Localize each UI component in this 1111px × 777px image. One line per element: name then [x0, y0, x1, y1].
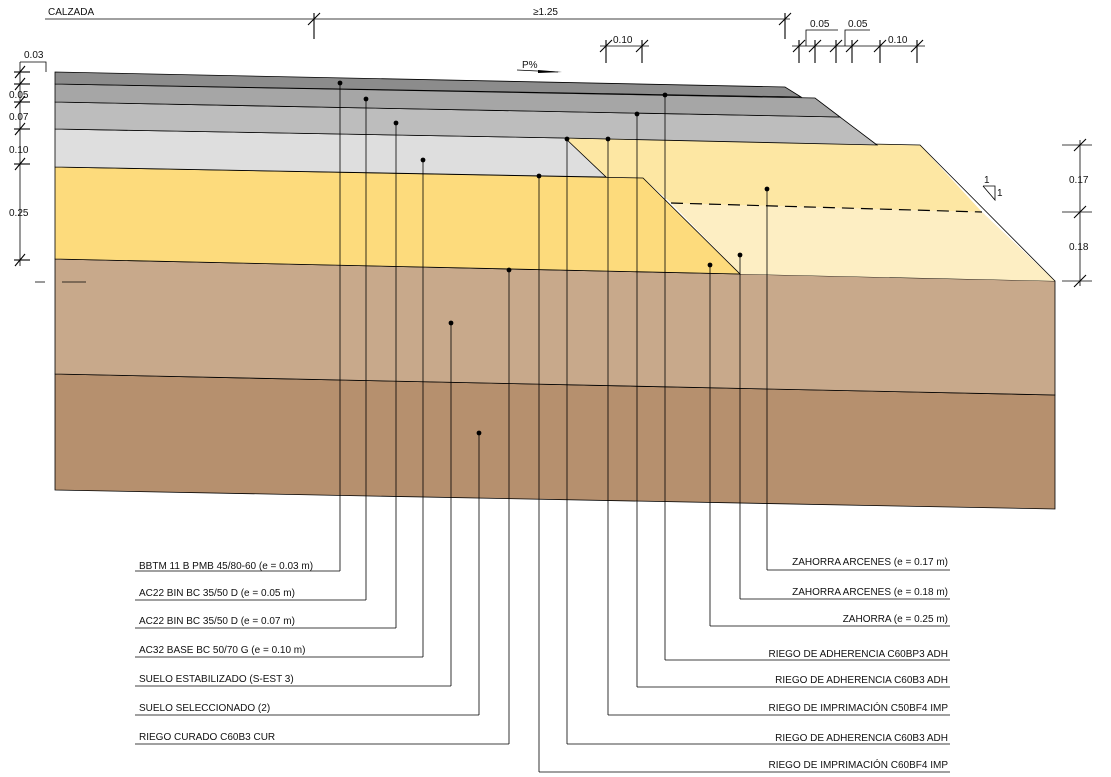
- label-suelo-seleccionado: SUELO SELECCIONADO (2): [139, 703, 270, 714]
- dim-left-1: 0.05: [9, 90, 29, 101]
- leader-zahorra-025: [707, 262, 950, 627]
- layer-zahorra-arcenes-upper: [565, 138, 982, 212]
- left-dimensions: 0.03 0.05 0.07 0.10 0.25: [9, 50, 86, 283]
- arcenes-dashed-divider: [670, 202, 983, 213]
- dim-right-1: 0.18: [1069, 242, 1089, 253]
- label-ac22-bin-005: AC22 BIN BC 35/50 D (e = 0.05 m): [139, 588, 295, 599]
- layer-suelo-seleccionado: [54, 373, 1056, 510]
- leader-suelo-estabilizado-dot: [448, 320, 454, 326]
- layer-ac22-bin-upper: [54, 83, 842, 118]
- side-slope-ratio: 1 1: [982, 175, 1003, 202]
- label-zahorra-arcenes-018: ZAHORRA ARCENES (e = 0.18 m): [792, 587, 948, 598]
- leader-riego-imprimacion-c60bf4-dot: [536, 173, 542, 179]
- leader-suelo-seleccionado-dot: [476, 430, 482, 436]
- width-min-label: ≥1.25: [533, 7, 558, 18]
- leader-riego-imprimacion-c50bf4-dot: [605, 136, 611, 142]
- label-riego-adherencia-c60b3-2: RIEGO DE ADHERENCIA C60B3 ADH: [775, 733, 948, 744]
- side-ratio-top: 1: [984, 175, 990, 186]
- side-ratio-side: 1: [997, 188, 1003, 199]
- leader-ac32-base-dot: [420, 157, 426, 163]
- label-zahorra-025: ZAHORRA (e = 0.25 m): [843, 614, 948, 625]
- dim-right-0: 0.17: [1069, 175, 1089, 186]
- leader-ac22-bin-007-dot: [393, 120, 399, 126]
- calzada-label: CALZADA: [48, 7, 94, 18]
- leader-bbtm-11-dot: [337, 80, 343, 86]
- leader-riego-imprimacion-c60bf4: [536, 173, 950, 773]
- leader-riego-adherencia-c60b3-1: [634, 111, 950, 688]
- leader-lines: [135, 80, 950, 773]
- leader-riego-adherencia-c60b3-2-dot: [564, 136, 570, 142]
- label-suelo-estabilizado: SUELO ESTABILIZADO (S-EST 3): [139, 674, 294, 685]
- label-bbtm-11: BBTM 11 B PMB 45/80-60 (e = 0.03 m): [139, 561, 313, 572]
- dim-left-2: 0.07: [9, 112, 29, 123]
- pavement-layers: [54, 71, 1056, 510]
- leader-riego-adherencia-c60bp3-dot: [662, 92, 668, 98]
- label-riego-adherencia-c60b3-1: RIEGO DE ADHERENCIA C60B3 ADH: [775, 675, 948, 686]
- dim-top-0: 0.10: [613, 35, 633, 46]
- leader-riego-adherencia-c60b3-1-dot: [634, 111, 640, 117]
- label-riego-imprimacion-c50bf4: RIEGO DE IMPRIMACIÓN C50BF4 IMP: [769, 701, 949, 714]
- leader-zahorra-arcenes-017-dot: [764, 186, 770, 192]
- leader-suelo-estabilizado: [135, 320, 454, 687]
- top-dimensions: CALZADA ≥1.25 0.10 0.05 0.05 0.10: [45, 7, 925, 63]
- leader-suelo-seleccionado: [135, 430, 482, 716]
- dim-top-2: 0.05: [848, 19, 868, 30]
- right-dimensions: 0.17 0.18: [1062, 138, 1092, 288]
- slope-label: P%: [522, 60, 538, 71]
- dim-top-1: 0.05: [810, 19, 830, 30]
- label-riego-imprimacion-c60bf4: RIEGO DE IMPRIMACIÓN C60BF4 IMP: [769, 758, 949, 771]
- dim-left-4: 0.25: [9, 208, 29, 219]
- layer-bbtm-surface: [54, 71, 803, 98]
- slope-indicator: P%: [516, 60, 562, 73]
- label-zahorra-arcenes-017: ZAHORRA ARCENES (e = 0.17 m): [792, 557, 948, 568]
- leader-zahorra-arcenes-017: [764, 186, 950, 571]
- label-riego-adherencia-c60bp3: RIEGO DE ADHERENCIA C60BP3 ADH: [768, 649, 948, 660]
- leader-riego-adherencia-c60bp3: [662, 92, 950, 661]
- dim-left-0: 0.03: [24, 50, 44, 61]
- dim-left-3: 0.10: [9, 145, 29, 156]
- layer-suelo-estabilizado: [54, 258, 1056, 396]
- label-riego-curado: RIEGO CURADO C60B3 CUR: [139, 732, 275, 743]
- leader-bbtm-11: [135, 80, 343, 572]
- label-ac22-bin-007: AC22 BIN BC 35/50 D (e = 0.07 m): [139, 616, 295, 627]
- leader-riego-curado: [135, 267, 512, 745]
- leader-riego-imprimacion-c50bf4: [605, 136, 950, 716]
- label-ac32-base: AC32 BASE BC 50/70 G (e = 0.10 m): [139, 645, 305, 656]
- leader-riego-adherencia-c60b3-2: [564, 136, 950, 745]
- leader-ac32-base: [135, 157, 426, 658]
- leader-riego-curado-dot: [506, 267, 512, 273]
- leader-zahorra-arcenes-018-dot: [737, 252, 743, 258]
- labels-right: ZAHORRA ARCENES (e = 0.17 m) ZAHORRA ARC…: [768, 557, 948, 771]
- leader-ac22-bin-005-dot: [363, 96, 369, 102]
- leader-ac22-bin-005: [135, 96, 369, 601]
- labels-left: BBTM 11 B PMB 45/80-60 (e = 0.03 m) AC22…: [139, 561, 313, 743]
- leader-zahorra-025-dot: [707, 262, 713, 268]
- leader-zahorra-arcenes-018: [737, 252, 950, 600]
- leader-ac22-bin-007: [135, 120, 399, 629]
- dim-top-3: 0.10: [888, 35, 908, 46]
